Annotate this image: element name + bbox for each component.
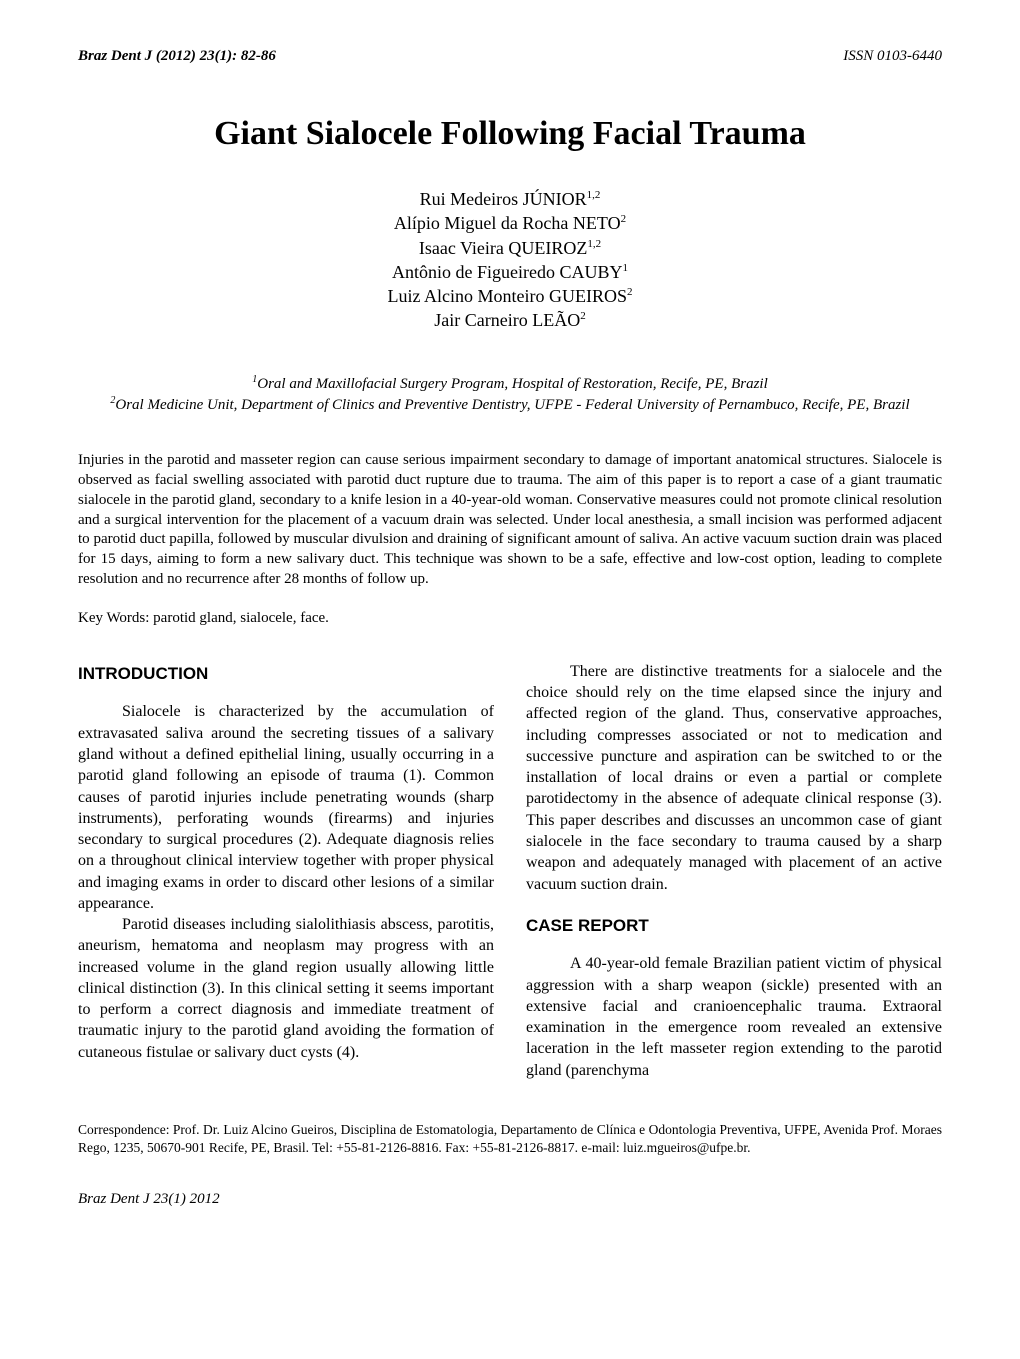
case-report-heading: CASE REPORT xyxy=(526,915,942,938)
case-paragraph: A 40-year-old female Brazilian patient v… xyxy=(526,953,942,1081)
author-given: Antônio de Figueiredo xyxy=(392,262,559,282)
body-paragraph: Parotid diseases including sialolithiasi… xyxy=(78,914,494,1063)
author-affiliation-ref: 2 xyxy=(580,310,586,322)
author-surname: LEÃO xyxy=(532,310,580,330)
left-column: INTRODUCTION Sialocele is characterized … xyxy=(78,661,494,1081)
author-surname: QUEIROZ xyxy=(508,238,587,258)
keywords: Key Words: parotid gland, sialocele, fac… xyxy=(78,610,942,627)
author-given: Isaac Vieira xyxy=(419,238,509,258)
author: Luiz Alcino Monteiro GUEIROS2 xyxy=(78,284,942,308)
right-column: There are distinctive treatments for a s… xyxy=(526,661,942,1081)
article-title: Giant Sialocele Following Facial Trauma xyxy=(78,115,942,153)
author-given: Jair Carneiro xyxy=(434,310,532,330)
running-header: Braz Dent J (2012) 23(1): 82-86 ISSN 010… xyxy=(78,48,942,65)
footer-ref: Braz Dent J 23(1) 2012 xyxy=(78,1191,942,1208)
correspondence: Correspondence: Prof. Dr. Luiz Alcino Gu… xyxy=(78,1121,942,1157)
author-given: Luiz Alcino Monteiro xyxy=(388,286,549,306)
author-affiliation-ref: 2 xyxy=(621,213,627,225)
author-given: Alípio Miguel da Rocha xyxy=(394,213,573,233)
author-surname: NETO xyxy=(573,213,621,233)
abstract: Injuries in the parotid and masseter reg… xyxy=(78,451,942,590)
body-columns: INTRODUCTION Sialocele is characterized … xyxy=(78,661,942,1081)
affiliation: 2Oral Medicine Unit, Department of Clini… xyxy=(78,394,942,415)
affiliation-text: Oral Medicine Unit, Department of Clinic… xyxy=(115,397,909,413)
author: Rui Medeiros JÚNIOR1,2 xyxy=(78,187,942,211)
author-affiliation-ref: 2 xyxy=(627,286,633,298)
author-surname: CAUBY xyxy=(559,262,622,282)
journal-ref: Braz Dent J (2012) 23(1): 82-86 xyxy=(78,48,276,64)
author-affiliation-ref: 1,2 xyxy=(587,238,601,250)
author-surname: GUEIROS xyxy=(549,286,627,306)
introduction-heading: INTRODUCTION xyxy=(78,663,494,686)
affiliation-text: Oral and Maxillofacial Surgery Program, … xyxy=(257,376,768,392)
issn: ISSN 0103-6440 xyxy=(843,48,942,65)
affiliations: 1Oral and Maxillofacial Surgery Program,… xyxy=(78,373,942,416)
body-paragraph: Sialocele is characterized by the accumu… xyxy=(78,701,494,914)
author-surname: JÚNIOR xyxy=(523,189,587,209)
author-list: Rui Medeiros JÚNIOR1,2Alípio Miguel da R… xyxy=(78,187,942,333)
author-affiliation-ref: 1 xyxy=(623,262,629,274)
author: Antônio de Figueiredo CAUBY1 xyxy=(78,260,942,284)
author-affiliation-ref: 1,2 xyxy=(587,189,601,201)
intro-continued: There are distinctive treatments for a s… xyxy=(526,661,942,895)
author: Jair Carneiro LEÃO2 xyxy=(78,308,942,332)
affiliation: 1Oral and Maxillofacial Surgery Program,… xyxy=(78,373,942,394)
author: Isaac Vieira QUEIROZ1,2 xyxy=(78,236,942,260)
author: Alípio Miguel da Rocha NETO2 xyxy=(78,211,942,235)
author-given: Rui Medeiros xyxy=(420,189,523,209)
